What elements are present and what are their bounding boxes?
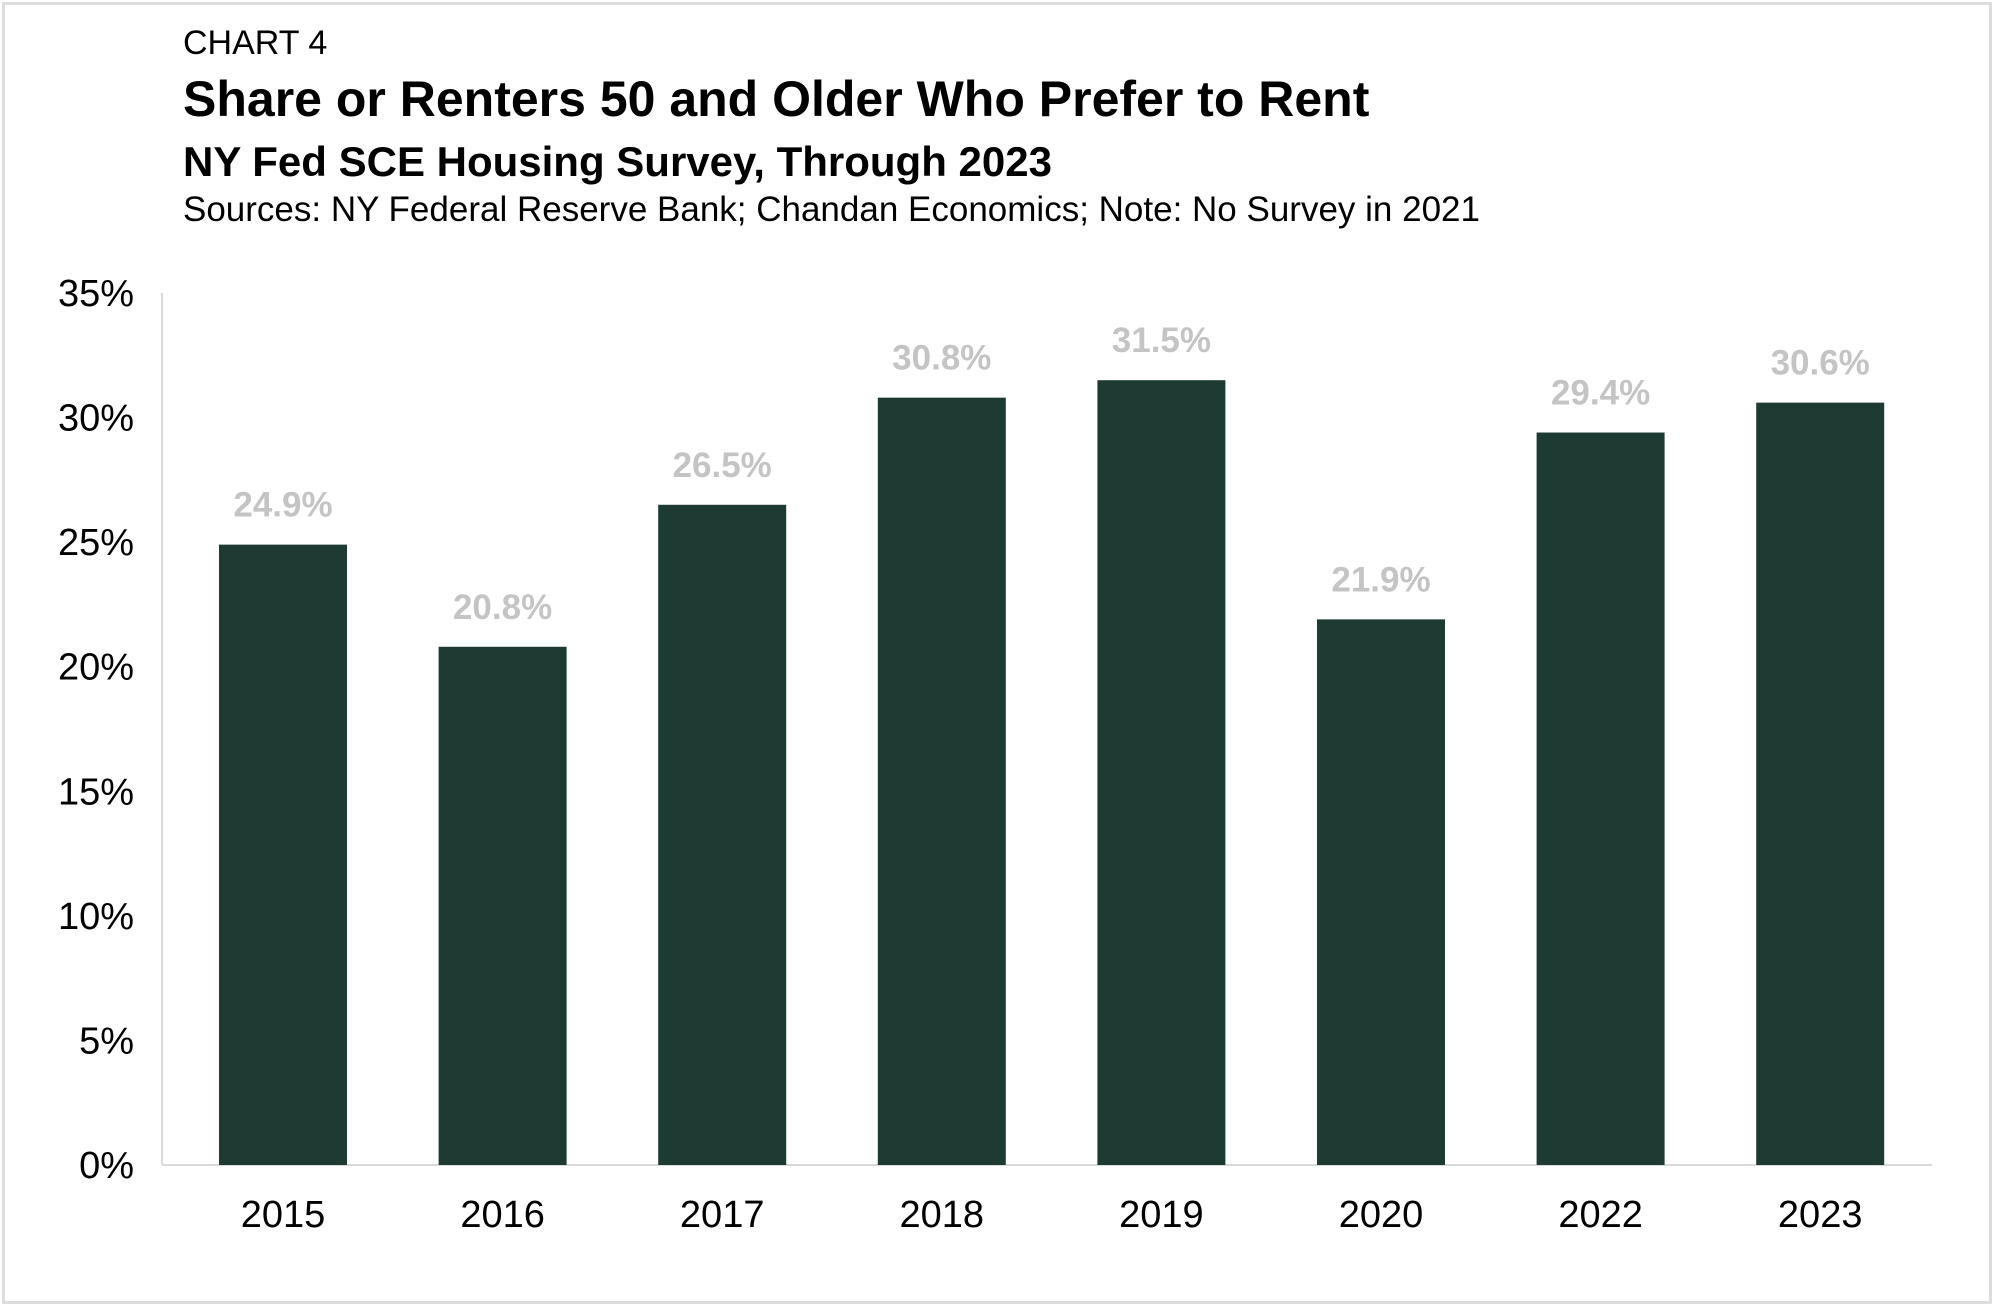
bar-2019 <box>1097 380 1226 1165</box>
bar-2022 <box>1536 432 1665 1165</box>
data-label: 30.8% <box>892 339 991 378</box>
data-label: 30.6% <box>1771 344 1870 383</box>
data-label: 31.5% <box>1112 321 1211 360</box>
y-tick-label: 5% <box>79 1020 134 1062</box>
chart-subtitle: NY Fed SCE Housing Survey, Through 2023 <box>183 138 1052 185</box>
chart-label: CHART 4 <box>183 24 328 62</box>
x-tick-label: 2017 <box>680 1194 765 1236</box>
bar-2015 <box>219 544 347 1165</box>
bar-2017 <box>658 504 787 1165</box>
y-tick-label: 20% <box>58 647 134 689</box>
x-tick-label: 2016 <box>460 1194 545 1236</box>
bar-2020 <box>1317 619 1445 1165</box>
data-label: 20.8% <box>453 588 552 627</box>
chart-sources: Sources: NY Federal Reserve Bank; Chanda… <box>183 190 1480 229</box>
y-tick-label: 0% <box>79 1145 134 1187</box>
y-tick-label: 10% <box>58 896 134 938</box>
data-label: 26.5% <box>673 446 772 485</box>
y-tick-label: 35% <box>58 273 134 315</box>
x-tick-label: 2018 <box>900 1194 985 1236</box>
x-tick-label: 2015 <box>241 1194 326 1236</box>
data-label: 24.9% <box>233 486 332 525</box>
x-tick-label: 2023 <box>1778 1194 1863 1236</box>
bar-2023 <box>1756 402 1885 1165</box>
x-tick-label: 2020 <box>1339 1194 1424 1236</box>
bar-2016 <box>438 646 567 1165</box>
y-tick-label: 15% <box>58 771 134 813</box>
y-tick-label: 30% <box>58 398 134 440</box>
y-tick-label: 25% <box>58 522 134 564</box>
x-tick-label: 2022 <box>1558 1194 1643 1236</box>
bar-2018 <box>877 397 1006 1165</box>
x-tick-label: 2019 <box>1119 1194 1204 1236</box>
data-label: 21.9% <box>1331 560 1430 599</box>
data-label: 29.4% <box>1551 374 1650 413</box>
chart-title: Share or Renters 50 and Older Who Prefer… <box>183 71 1370 127</box>
